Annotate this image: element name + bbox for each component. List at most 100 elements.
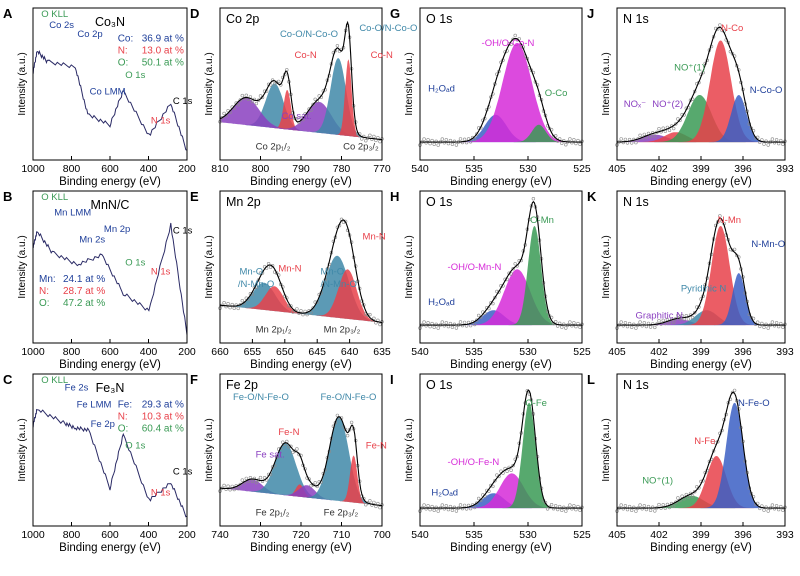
x-tick-label: 393 (776, 529, 794, 541)
peak-label: N 1s (151, 488, 171, 499)
panel-title: O 1s (426, 378, 452, 392)
x-tick-label: 393 (776, 163, 794, 175)
peak-label: Fe 2p (91, 419, 115, 430)
fit-component (617, 456, 785, 509)
x-tick-label: 400 (140, 529, 158, 541)
fit-component (617, 95, 785, 143)
panel-b (32, 190, 188, 344)
peak-label: Fe-N (278, 427, 299, 438)
panel-title: N 1s (623, 12, 649, 26)
peak-label: Fe-O/N-Fe-O (233, 392, 289, 403)
peak-label: Co 2p₃/₂ (343, 141, 379, 152)
x-tick-label: 800 (63, 346, 81, 358)
peak-label: O 1s (125, 440, 145, 451)
peak-label: Mn-N (363, 232, 386, 243)
x-tick-label: 402 (650, 163, 668, 175)
fit-envelope (617, 391, 785, 509)
composition-element: Co: (118, 33, 134, 44)
plot-frame (419, 7, 583, 161)
x-axis-label: Binding energy (eV) (650, 542, 752, 554)
composition-element: Fe: (118, 399, 132, 410)
panel-title: Mn 2p (226, 195, 261, 209)
peak-label: H₂Oₐd (428, 84, 455, 95)
x-tick-label: 200 (178, 529, 196, 541)
composition-element: O: (118, 57, 129, 68)
composition-value: 50.1 at % (142, 57, 184, 68)
panel-g (418, 7, 584, 161)
x-tick-label: 540 (411, 346, 429, 358)
peak-label: N-Co-O (750, 85, 783, 96)
x-tick-label: 535 (465, 163, 483, 175)
peak-label: NO⁺(1) (642, 475, 673, 486)
panel-c (32, 373, 188, 527)
panel-letter: J (587, 6, 594, 21)
fit-component (220, 59, 382, 140)
panel-title: N 1s (623, 195, 649, 209)
survey-spectrum-line (32, 222, 188, 336)
composition-value: 10.3 at % (142, 411, 184, 422)
panel-title: MnN/C (91, 198, 130, 212)
peak-label: H₂Oₐd (428, 297, 455, 308)
x-tick-label: 650 (276, 346, 294, 358)
x-tick-label: 400 (140, 163, 158, 175)
panel-title: O 1s (426, 12, 452, 26)
fit-envelope (420, 200, 582, 326)
peak-label: O 1s (125, 257, 145, 268)
fit-envelope (420, 37, 582, 143)
x-axis-label: Binding energy (eV) (59, 542, 161, 554)
x-tick-label: 396 (734, 529, 752, 541)
peak-label: N 1s (151, 116, 171, 127)
x-tick-label: 800 (63, 529, 81, 541)
x-tick-label: 1000 (21, 346, 45, 358)
y-axis-label: Intensity (a.u.) (204, 52, 215, 115)
peak-label: Mn LMM (54, 207, 91, 218)
panel-letter: L (587, 372, 595, 387)
peak-label: Fe LMM (77, 399, 112, 410)
fit-component (420, 225, 582, 326)
fit-envelope (617, 26, 785, 143)
plot-frame (219, 190, 383, 344)
peak-label: C 1s (173, 96, 193, 107)
peak-label: Graphitic N (635, 311, 683, 322)
x-tick-label: 530 (519, 529, 537, 541)
y-axis-label: Intensity (a.u.) (601, 235, 612, 298)
x-tick-label: 399 (692, 346, 710, 358)
y-axis-label: Intensity (a.u.) (204, 235, 215, 298)
panel-letter: H (390, 189, 399, 204)
panel-h (418, 190, 584, 344)
peak-label: Mn 2p (104, 224, 130, 235)
fit-component (220, 97, 382, 140)
panel-letter: G (390, 6, 400, 21)
x-axis-label: Binding energy (eV) (59, 359, 161, 371)
fit-envelope (219, 20, 383, 141)
x-tick-label: 655 (244, 346, 262, 358)
fit-envelope (420, 389, 582, 509)
y-axis-label: Intensity (a.u.) (17, 235, 28, 298)
fit-component (617, 95, 785, 143)
peak-label: Pyridinic N (681, 283, 727, 294)
fit-component (220, 282, 382, 323)
x-tick-label: 402 (650, 529, 668, 541)
x-tick-label: 640 (341, 346, 359, 358)
peak-label: O KLL (41, 192, 68, 203)
y-axis-label: Intensity (a.u.) (17, 52, 28, 115)
composition-value: 47.2 at % (63, 298, 105, 309)
peak-label: Co LMM (90, 87, 126, 98)
panel-letter: I (390, 372, 394, 387)
x-tick-label: 1000 (21, 529, 45, 541)
x-tick-label: 1000 (21, 163, 45, 175)
peak-label: Co 2p₁/₂ (256, 141, 291, 152)
composition-element: N: (118, 45, 128, 56)
x-tick-label: 396 (734, 346, 752, 358)
x-axis-label: Binding energy (eV) (650, 359, 752, 371)
fit-component (220, 269, 382, 323)
fit-component (420, 473, 582, 509)
peak-label: Mn-O (320, 267, 344, 278)
fit-component (220, 455, 382, 506)
peak-label: C 1s (173, 226, 193, 237)
panel-title: Fe₃N (96, 381, 125, 395)
x-tick-label: 780 (333, 163, 351, 175)
composition-element: N: (118, 411, 128, 422)
composition-element: O: (39, 298, 50, 309)
